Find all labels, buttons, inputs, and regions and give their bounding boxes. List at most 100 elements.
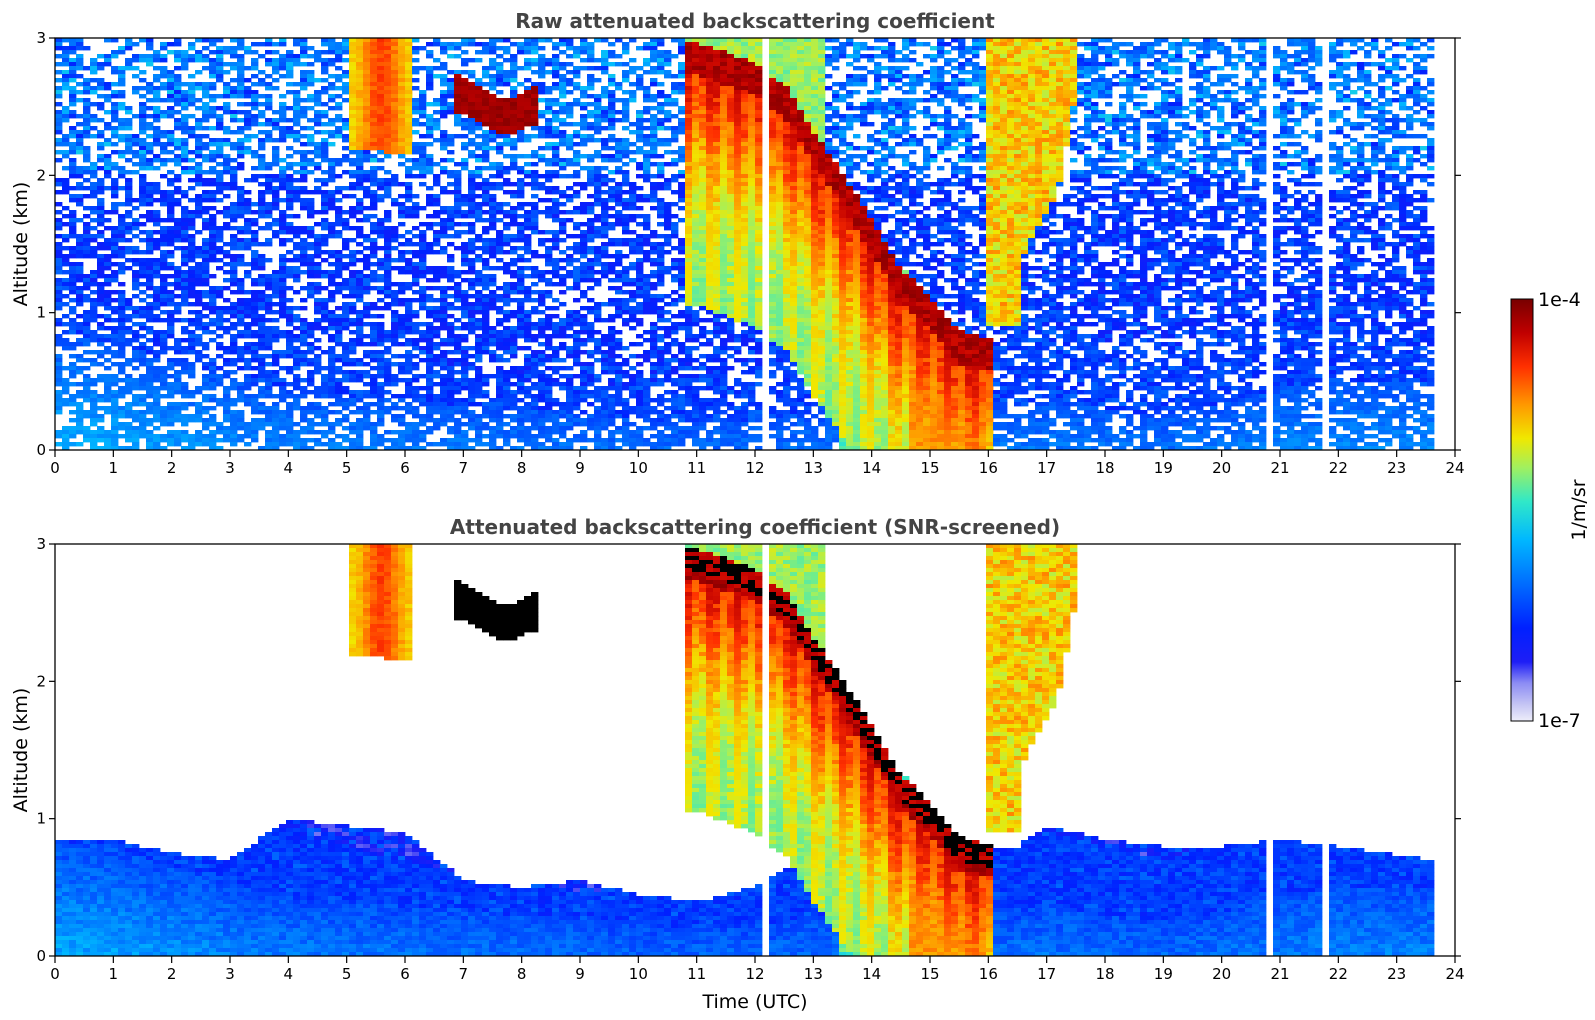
heatmap-cell — [279, 230, 287, 235]
heatmap-cell — [139, 262, 147, 267]
heatmap-cell — [517, 170, 525, 175]
heatmap-cell — [104, 218, 112, 223]
heatmap-cell — [363, 122, 371, 127]
heatmap-cell — [146, 210, 154, 215]
heatmap-cell — [510, 370, 518, 375]
heatmap-cell — [237, 434, 245, 439]
heatmap-cell — [363, 170, 371, 175]
heatmap-cell — [104, 58, 112, 63]
heatmap-cell — [398, 326, 406, 331]
heatmap-cell — [510, 426, 518, 431]
heatmap-cell — [475, 334, 483, 339]
heatmap-cell — [118, 378, 126, 383]
heatmap-cell — [419, 338, 427, 343]
heatmap-cell — [524, 38, 532, 43]
heatmap-cell — [146, 370, 154, 375]
heatmap-cell — [321, 130, 329, 135]
heatmap-cell — [202, 302, 210, 307]
heatmap-cell — [181, 102, 189, 107]
heatmap-cell — [335, 358, 343, 363]
heatmap-cell — [160, 258, 168, 263]
heatmap-cell — [552, 110, 560, 115]
heatmap-cell — [83, 118, 91, 123]
heatmap-cell — [545, 374, 553, 379]
heatmap-cell — [244, 218, 252, 223]
heatmap-cell — [517, 282, 525, 287]
heatmap-cell — [293, 58, 301, 63]
heatmap-cell — [328, 270, 336, 275]
heatmap-cell — [181, 210, 189, 215]
heatmap-cell — [251, 62, 259, 67]
heatmap-cell — [370, 182, 378, 187]
heatmap-cell — [314, 242, 322, 247]
heatmap-cell — [538, 278, 546, 283]
heatmap-cell — [510, 110, 518, 115]
heatmap-cell — [181, 270, 189, 275]
heatmap-cell — [468, 318, 476, 323]
heatmap-cell — [370, 326, 378, 331]
heatmap-cell — [167, 322, 175, 327]
heatmap-cell — [349, 350, 357, 355]
heatmap-cell — [503, 134, 511, 139]
heatmap-cell — [482, 314, 490, 319]
heatmap-cell — [356, 314, 364, 319]
heatmap-cell — [251, 98, 259, 103]
heatmap-cell — [153, 298, 161, 303]
heatmap-cell — [293, 374, 301, 379]
heatmap-cell — [83, 206, 91, 211]
heatmap-cell — [286, 74, 294, 79]
heatmap-cell — [300, 198, 308, 203]
heatmap-cell — [517, 298, 525, 303]
heatmap-cell — [209, 442, 217, 447]
heatmap-cell — [76, 274, 84, 279]
heatmap-cell — [363, 142, 371, 147]
heatmap-cell — [146, 258, 154, 263]
heatmap-cell — [391, 234, 399, 239]
heatmap-cell — [475, 174, 483, 179]
heatmap-cell — [209, 358, 217, 363]
heatmap-cell — [167, 74, 175, 79]
heatmap-cell — [286, 182, 294, 187]
heatmap-cell — [468, 102, 476, 107]
heatmap-cell — [62, 50, 70, 55]
heatmap-cell — [258, 410, 266, 415]
heatmap-cell — [111, 418, 119, 423]
heatmap-cell — [216, 430, 224, 435]
heatmap-cell — [104, 318, 112, 323]
heatmap-cell — [370, 122, 378, 127]
heatmap-cell — [440, 382, 448, 387]
heatmap-cell — [132, 274, 140, 279]
heatmap-cell — [90, 118, 98, 123]
heatmap-cell — [181, 390, 189, 395]
heatmap-cell — [552, 330, 560, 335]
heatmap-cell — [384, 406, 392, 411]
heatmap-cell — [349, 158, 357, 163]
heatmap-cell — [433, 102, 441, 107]
heatmap-cell — [447, 414, 455, 419]
heatmap-cell — [489, 186, 497, 191]
heatmap-cell — [286, 222, 294, 227]
heatmap-cell — [174, 174, 182, 179]
heatmap-cell — [447, 90, 455, 95]
heatmap-cell — [475, 258, 483, 263]
heatmap-cell — [69, 246, 77, 251]
heatmap-cell — [90, 446, 98, 450]
heatmap-cell — [216, 322, 224, 327]
heatmap-cell — [398, 122, 406, 127]
heatmap-cell — [398, 70, 406, 75]
heatmap-cell — [517, 222, 525, 227]
heatmap-cell — [76, 390, 84, 395]
heatmap-cell — [496, 234, 504, 239]
heatmap-cell — [237, 118, 245, 123]
heatmap-cell — [244, 150, 252, 155]
heatmap-cell — [363, 278, 371, 283]
heatmap-cell — [174, 442, 182, 447]
heatmap-cell — [517, 434, 525, 439]
heatmap-cell — [104, 358, 112, 363]
heatmap-cell — [286, 422, 294, 427]
heatmap-cell — [524, 414, 532, 419]
heatmap-cell — [482, 286, 490, 291]
heatmap-cell — [475, 358, 483, 363]
heatmap-cell — [538, 230, 546, 235]
heatmap-cell — [335, 318, 343, 323]
